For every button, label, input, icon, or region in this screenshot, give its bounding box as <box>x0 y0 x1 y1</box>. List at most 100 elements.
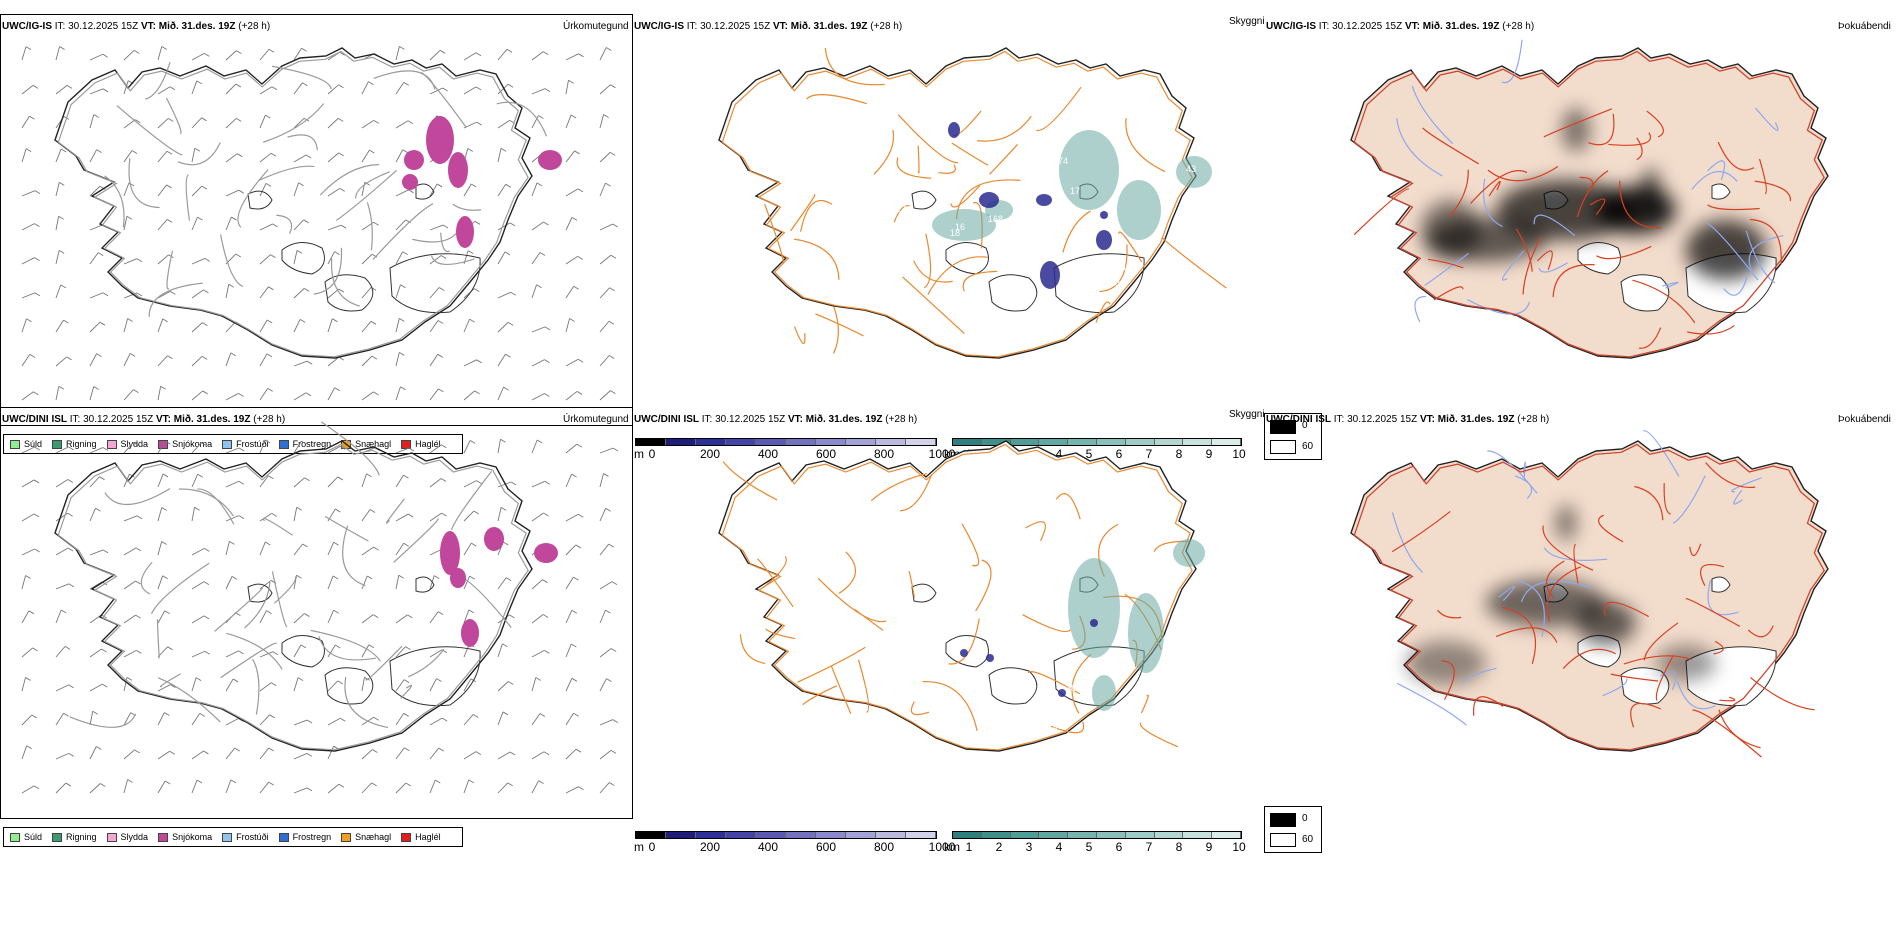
wind-barb-feather <box>102 88 109 93</box>
wind-barb <box>565 188 579 197</box>
visibility-value-label: 18 <box>950 228 960 238</box>
wind-barb-feather <box>306 719 313 724</box>
wind-barb-feather <box>544 649 550 654</box>
wind-barb-feather <box>236 50 242 54</box>
ring-road <box>57 443 529 751</box>
road-line <box>177 142 221 166</box>
wind-barb-feather <box>340 445 346 450</box>
init-time-label: IT: <box>69 414 81 425</box>
wind-barb <box>599 750 612 760</box>
road-line <box>1050 721 1085 734</box>
wind-barb <box>191 581 205 590</box>
wind-barb-feather <box>402 149 408 154</box>
road-line <box>1414 295 1427 323</box>
precip-legend-item: Frostúði <box>222 439 269 449</box>
wind-barb-feather <box>403 712 409 717</box>
low-visibility-area <box>932 209 996 241</box>
wind-barb-feather <box>538 780 544 785</box>
wind-barb-feather <box>609 782 615 786</box>
cloud-base-area <box>1090 619 1098 627</box>
visibility-colorbar-swatches <box>952 438 1242 446</box>
wind-barb-feather <box>25 677 31 681</box>
wind-barb <box>225 515 240 522</box>
wind-barb <box>293 154 307 163</box>
visibility-tick: 1 <box>965 840 973 854</box>
wind-barb-feather <box>473 510 480 515</box>
panel-title-visibility: Skyggni <box>1229 16 1265 27</box>
height-colorbar-cell <box>696 439 726 445</box>
wind-barb <box>157 780 166 794</box>
wind-barb-feather <box>578 786 584 791</box>
fog-key-high-swatch <box>1270 420 1296 434</box>
wind-barb-feather <box>304 613 310 617</box>
road-line <box>989 143 1019 175</box>
precip-legend-swatch <box>278 832 289 842</box>
wind-barb <box>565 748 577 760</box>
road-line <box>1483 178 1503 228</box>
road-line <box>802 685 838 706</box>
wind-barb <box>531 182 538 197</box>
wind-barb <box>225 352 232 367</box>
wind-barb <box>191 117 202 129</box>
wind-barb-feather <box>63 319 69 324</box>
wind-barb-feather <box>403 474 409 479</box>
road-line <box>815 313 864 337</box>
road-line <box>1396 682 1467 726</box>
road-line <box>366 202 373 251</box>
road-line <box>1422 127 1480 165</box>
wind-barb-feather <box>265 114 271 119</box>
wind-barb <box>395 575 400 590</box>
height-colorbar-cell <box>756 439 786 445</box>
wind-barb <box>531 677 537 692</box>
wind-barb-feather <box>133 442 139 446</box>
precip-legend-label: Snæhagl <box>355 439 392 449</box>
wind-barb-feather <box>339 51 345 56</box>
wind-barb <box>293 117 305 129</box>
wind-barb <box>327 542 335 556</box>
wind-barb <box>327 288 340 299</box>
wind-barb-feather <box>334 387 340 392</box>
visibility-value-label: 43 <box>1108 748 1118 758</box>
fog-key: 0 60 <box>1264 806 1322 853</box>
wind-barb-feather <box>505 577 512 582</box>
wind-barbs <box>21 438 619 794</box>
road-line <box>440 232 450 253</box>
fog-area <box>1641 168 1661 212</box>
wind-barb <box>565 150 575 163</box>
wind-barb-feather <box>197 216 203 221</box>
wind-barb-feather <box>577 188 584 193</box>
wind-barb <box>191 322 203 333</box>
wind-barb-feather <box>96 353 102 358</box>
wind-barb <box>259 86 273 95</box>
road-line <box>1522 236 1542 295</box>
fog-area <box>1421 200 1481 260</box>
wind-barb-feather <box>544 359 550 364</box>
low-visibility-area <box>1092 675 1116 711</box>
road-line <box>1071 653 1092 714</box>
wind-barb-feather <box>437 611 444 616</box>
road-line <box>1596 245 1652 260</box>
wind-barb-feather <box>201 185 208 190</box>
wind-barb-feather <box>544 480 551 485</box>
wind-barb-feather <box>373 221 379 226</box>
wind-barb-feather <box>170 684 176 688</box>
road-line <box>244 581 271 629</box>
wind-barb-feather <box>577 255 583 260</box>
height-colorbar-cell <box>756 832 786 838</box>
road-line <box>1062 210 1091 253</box>
wind-barb-feather <box>542 51 549 55</box>
wind-barb <box>157 473 164 488</box>
wind-barb-feather <box>169 86 176 91</box>
wind-barb-feather <box>332 575 339 580</box>
road-line <box>1733 489 1743 505</box>
wind-barb <box>259 353 268 367</box>
wind-barb-feather <box>58 215 64 220</box>
wind-barb-feather <box>203 750 209 755</box>
wind-barb-feather <box>366 473 372 478</box>
wind-barb-feather <box>398 574 404 579</box>
road-line <box>342 525 366 587</box>
visibility-colorbar-cell <box>1154 439 1184 445</box>
wind-barb-feather <box>605 182 611 187</box>
wind-barb-feather <box>95 507 101 512</box>
wind-barb-feather <box>338 356 345 361</box>
